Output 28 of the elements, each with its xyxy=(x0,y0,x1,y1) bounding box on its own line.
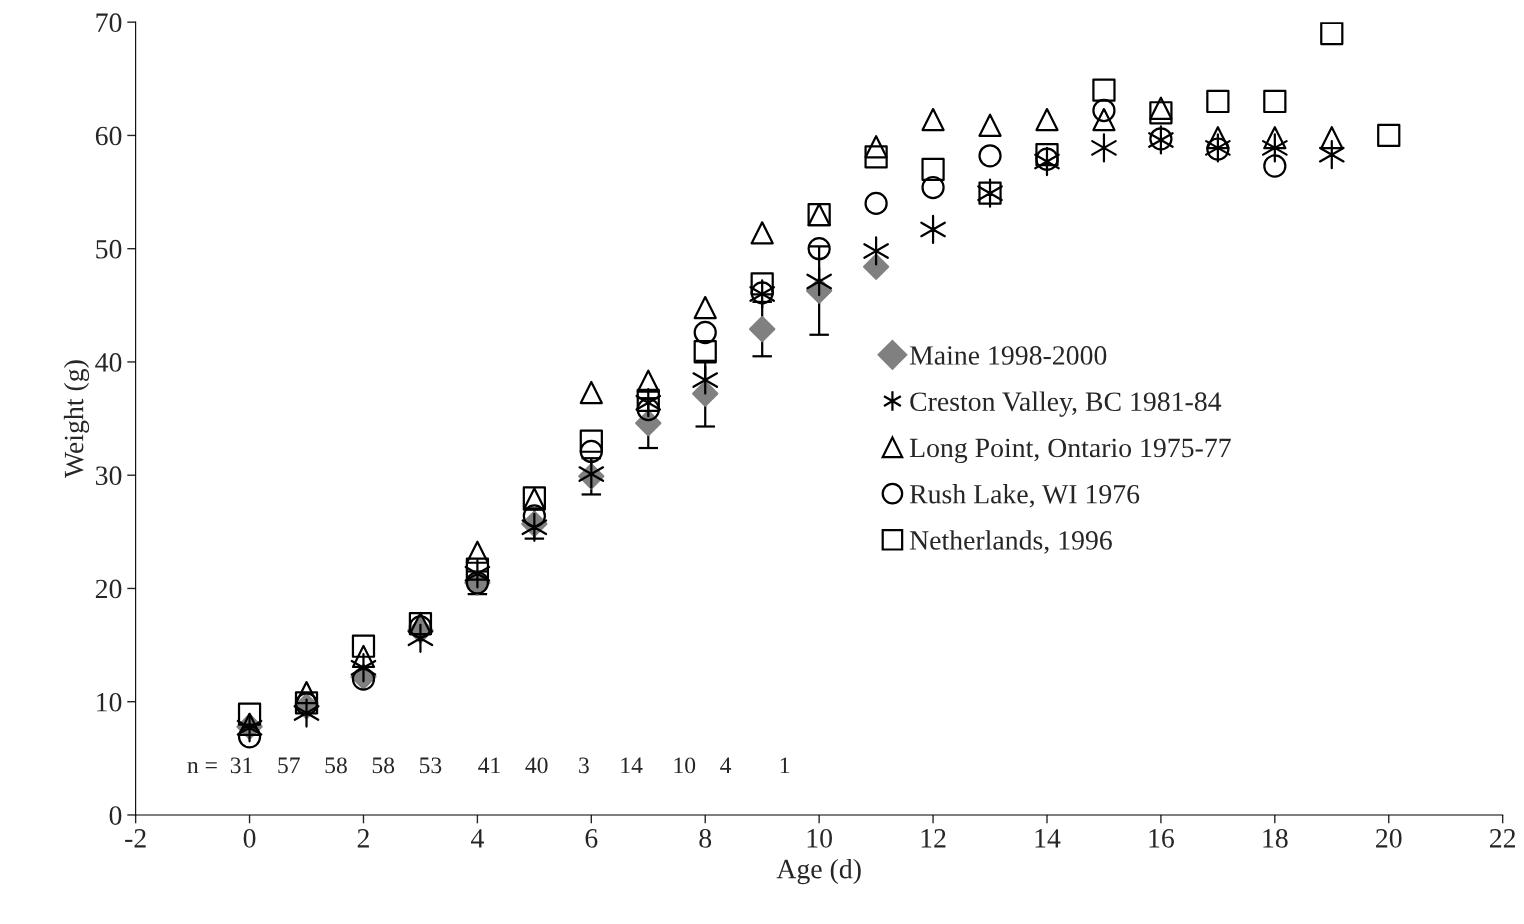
y-tick-label: 70 xyxy=(96,13,122,33)
x-tick-label: 18 xyxy=(1263,828,1288,848)
x-tick-label: 12 xyxy=(921,829,946,848)
y-tick-label: 10 xyxy=(97,692,122,712)
y-axis-title: Weight (g) xyxy=(63,360,90,478)
x-axis-title: Age (d) xyxy=(776,858,861,885)
y-tick-label: 50 xyxy=(96,239,122,259)
legend-label: Rush Lake, WI 1976 xyxy=(909,484,1140,508)
x-tick-label: 14 xyxy=(1035,829,1061,848)
x-tick-label: 22 xyxy=(1489,829,1516,848)
x-tick-label: 6 xyxy=(585,829,598,848)
y-tick-label: 0 xyxy=(109,806,122,825)
x-tick-label: 10 xyxy=(807,828,832,848)
legend-label: Netherlands, 1996 xyxy=(909,530,1112,554)
y-tick-label: 60 xyxy=(95,126,122,146)
x-tick-label: 0 xyxy=(243,828,256,848)
x-tick-label: 4 xyxy=(470,829,484,848)
legend-label: Long Point, Ontario 1975-77 xyxy=(909,438,1231,464)
x-tick-label: 8 xyxy=(699,828,712,848)
legend-label: Maine 1998-2000 xyxy=(909,346,1107,365)
x-tick-label: 16 xyxy=(1149,829,1174,848)
annotation: n = 31 57 58 58 53 41 40 3 14 10 4 1 xyxy=(187,757,790,774)
x-tick-label: 2 xyxy=(357,829,369,848)
y-tick-label: 40 xyxy=(95,353,122,372)
y-tick-label: 30 xyxy=(95,466,122,486)
y-tick-label: 20 xyxy=(95,579,122,599)
x-tick-label: -2 xyxy=(125,829,146,848)
x-tick-label: 20 xyxy=(1376,828,1402,848)
